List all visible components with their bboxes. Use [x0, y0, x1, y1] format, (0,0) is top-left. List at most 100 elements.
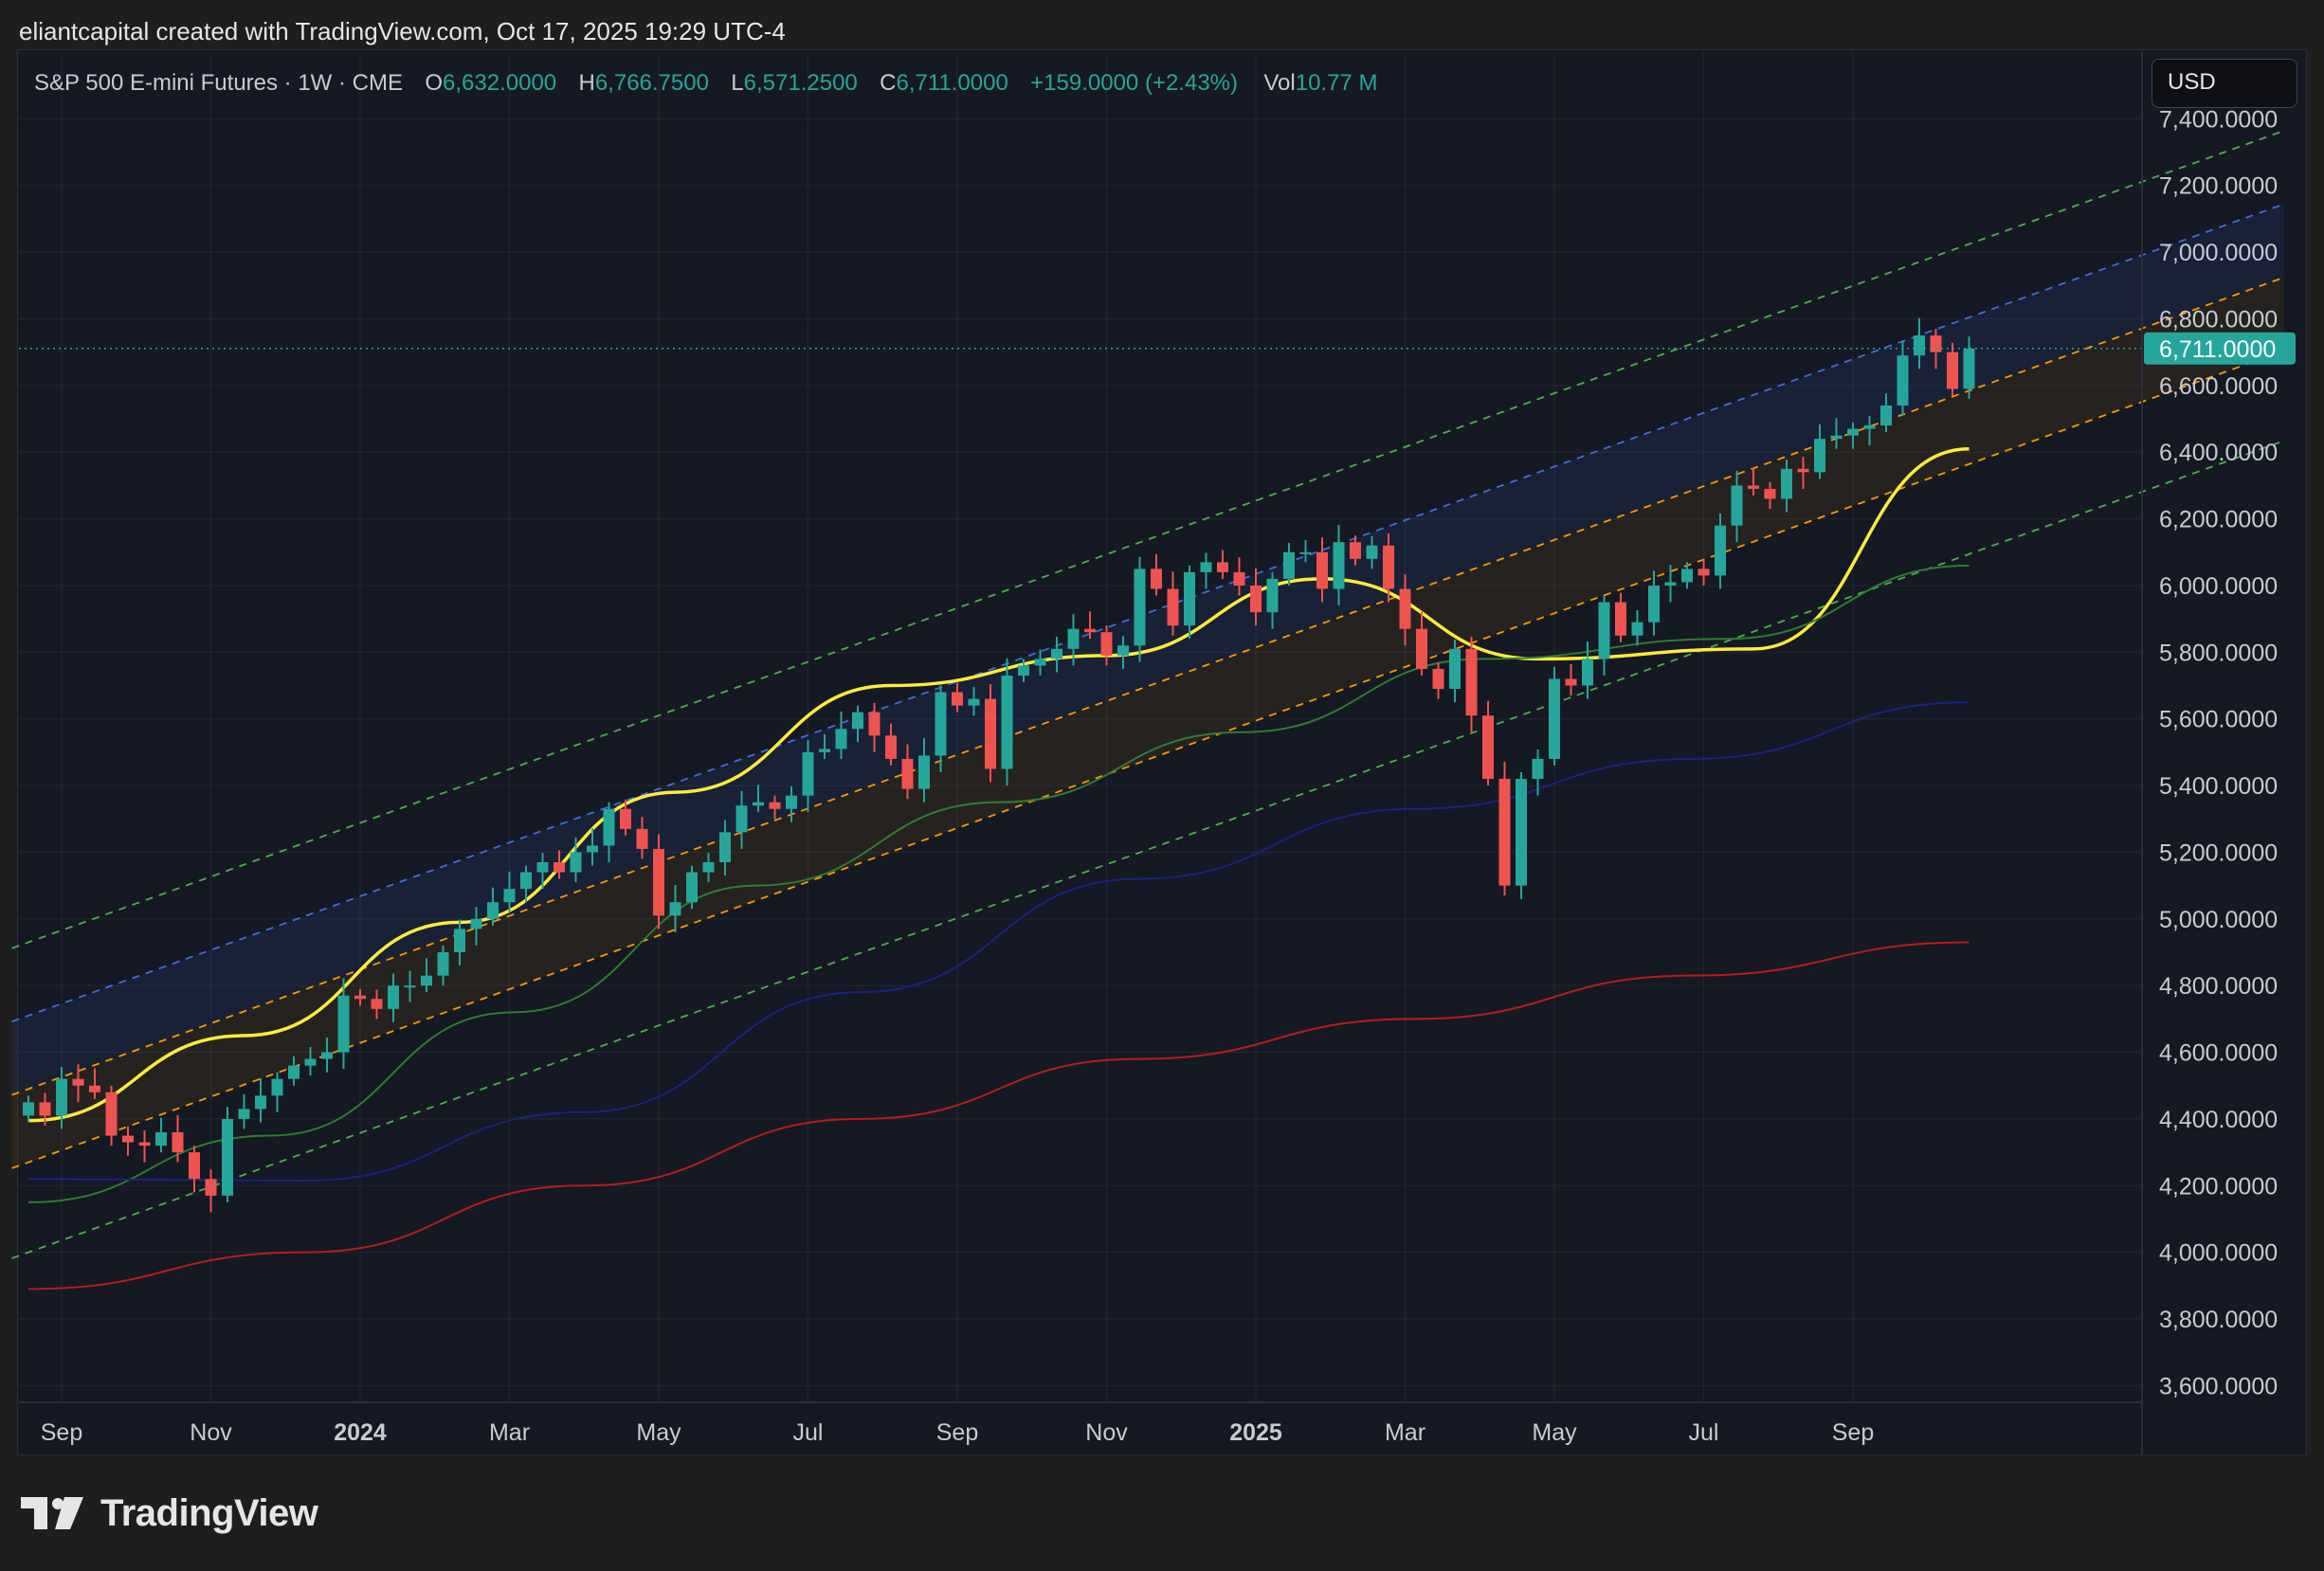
- candle-body: [1167, 588, 1179, 626]
- candle-body: [1549, 678, 1560, 759]
- y-tick-label: 7,200.0000: [2159, 173, 2278, 200]
- candle-body: [155, 1132, 167, 1147]
- candle-body: [968, 698, 980, 706]
- y-tick-label: 5,200.0000: [2159, 840, 2278, 866]
- x-tick-label: 2024: [334, 1419, 387, 1446]
- candle-body: [587, 845, 598, 853]
- channel-middle-band: [11, 277, 2284, 1168]
- candle-body: [437, 952, 449, 976]
- candle-body: [1748, 485, 1759, 489]
- legend-close-label: C: [880, 70, 897, 96]
- legend-vol: 10.77 M: [1295, 70, 1378, 96]
- candle-body: [205, 1179, 217, 1196]
- candle-body: [1914, 335, 1925, 356]
- candle-body: [769, 802, 781, 809]
- y-tick-label: 5,800.0000: [2159, 640, 2278, 666]
- candle-body: [1664, 582, 1677, 586]
- candle-body: [454, 929, 465, 952]
- x-tick-label: Nov: [1085, 1419, 1128, 1446]
- legend-symbol: S&P 500 E-mini Futures · 1W · CME: [34, 70, 403, 96]
- candle-body: [421, 975, 432, 986]
- candle-body: [1930, 335, 1942, 352]
- y-tick-label: 5,400.0000: [2159, 773, 2278, 800]
- candle-body: [520, 872, 532, 890]
- candle-body: [536, 862, 549, 873]
- candle-body: [952, 692, 963, 706]
- candle-body: [122, 1135, 134, 1143]
- candle-body: [1781, 468, 1792, 499]
- candle-body: [1299, 551, 1312, 554]
- candle-body: [1947, 352, 1958, 389]
- candle-body: [1416, 628, 1427, 669]
- candle-body: [1631, 622, 1643, 636]
- candle-body: [786, 795, 797, 809]
- x-tick-label: Mar: [489, 1419, 530, 1446]
- legend-open: 6,632.0000: [443, 70, 557, 96]
- candle-body: [918, 755, 930, 789]
- candle-body: [1350, 542, 1361, 559]
- candle-body: [1764, 488, 1776, 499]
- y-tick-label: 4,800.0000: [2159, 973, 2278, 1000]
- candle-body: [686, 872, 698, 903]
- candle-body: [868, 712, 881, 736]
- candle-body: [1863, 425, 1876, 429]
- candle-body: [1067, 628, 1080, 649]
- chart-caption: eliantcapital created with TradingView.c…: [19, 17, 786, 45]
- tradingview-logo[interactable]: TradingView: [21, 1490, 318, 1537]
- candle-body: [304, 1058, 317, 1066]
- candle-body: [1698, 569, 1710, 576]
- candle-body: [238, 1109, 250, 1119]
- candle-body: [371, 999, 383, 1009]
- candle-body: [1830, 435, 1843, 440]
- last-price-label: 6,711.0000: [2159, 336, 2276, 363]
- x-tick-label: Sep: [936, 1419, 978, 1446]
- y-tick-label: 4,000.0000: [2159, 1240, 2278, 1267]
- y-tick-label: 6,000.0000: [2159, 573, 2278, 600]
- candle-body: [1100, 632, 1113, 656]
- channel-line-upper: [11, 203, 2285, 1022]
- chart-pane[interactable]: [17, 49, 2307, 1455]
- candle-body: [1200, 562, 1212, 572]
- candle-body: [39, 1102, 51, 1116]
- x-tick-label: 2025: [1229, 1419, 1282, 1446]
- candle-body: [1184, 571, 1195, 626]
- candle-body: [222, 1118, 233, 1196]
- candle-body: [1051, 648, 1062, 659]
- moving-average-200: [27, 941, 1970, 1291]
- candle-body: [669, 902, 681, 916]
- candle-body: [321, 1052, 333, 1059]
- candle-body: [901, 758, 914, 789]
- legend-open-label: O: [425, 70, 444, 96]
- candle-body: [1151, 569, 1162, 589]
- y-tick-label: 6,200.0000: [2159, 507, 2278, 533]
- candle-body: [503, 889, 516, 903]
- candle-body: [1117, 645, 1129, 656]
- candle-body: [89, 1085, 100, 1092]
- candle-body: [852, 712, 863, 730]
- candle-body: [388, 985, 399, 1009]
- moving-average-100: [27, 701, 1970, 1183]
- channel-line-mid-upper: [11, 276, 2285, 1096]
- candle-body: [1366, 545, 1378, 559]
- candle-body: [337, 995, 350, 1053]
- candle-body: [1681, 569, 1693, 583]
- candle-body: [1897, 355, 1909, 406]
- candle-body: [719, 832, 731, 862]
- candle-body: [1963, 348, 1975, 389]
- candle-body: [985, 698, 996, 769]
- last-price-tag: [2144, 332, 2296, 365]
- candle-body: [1648, 585, 1660, 623]
- moving-average-20: [27, 446, 1970, 1123]
- candle-body: [354, 995, 366, 1000]
- y-tick-label: 4,600.0000: [2159, 1040, 2278, 1067]
- y-tick-label: 7,400.0000: [2159, 106, 2278, 133]
- candle-body: [1582, 659, 1593, 686]
- candle-body: [620, 808, 631, 829]
- y-tick-label: 6,800.0000: [2159, 306, 2278, 333]
- currency-button[interactable]: USD: [2152, 59, 2297, 108]
- candle-body: [404, 985, 416, 988]
- candle-body: [271, 1078, 283, 1096]
- candle-body: [56, 1078, 67, 1116]
- y-tick-label: 3,600.0000: [2159, 1373, 2278, 1399]
